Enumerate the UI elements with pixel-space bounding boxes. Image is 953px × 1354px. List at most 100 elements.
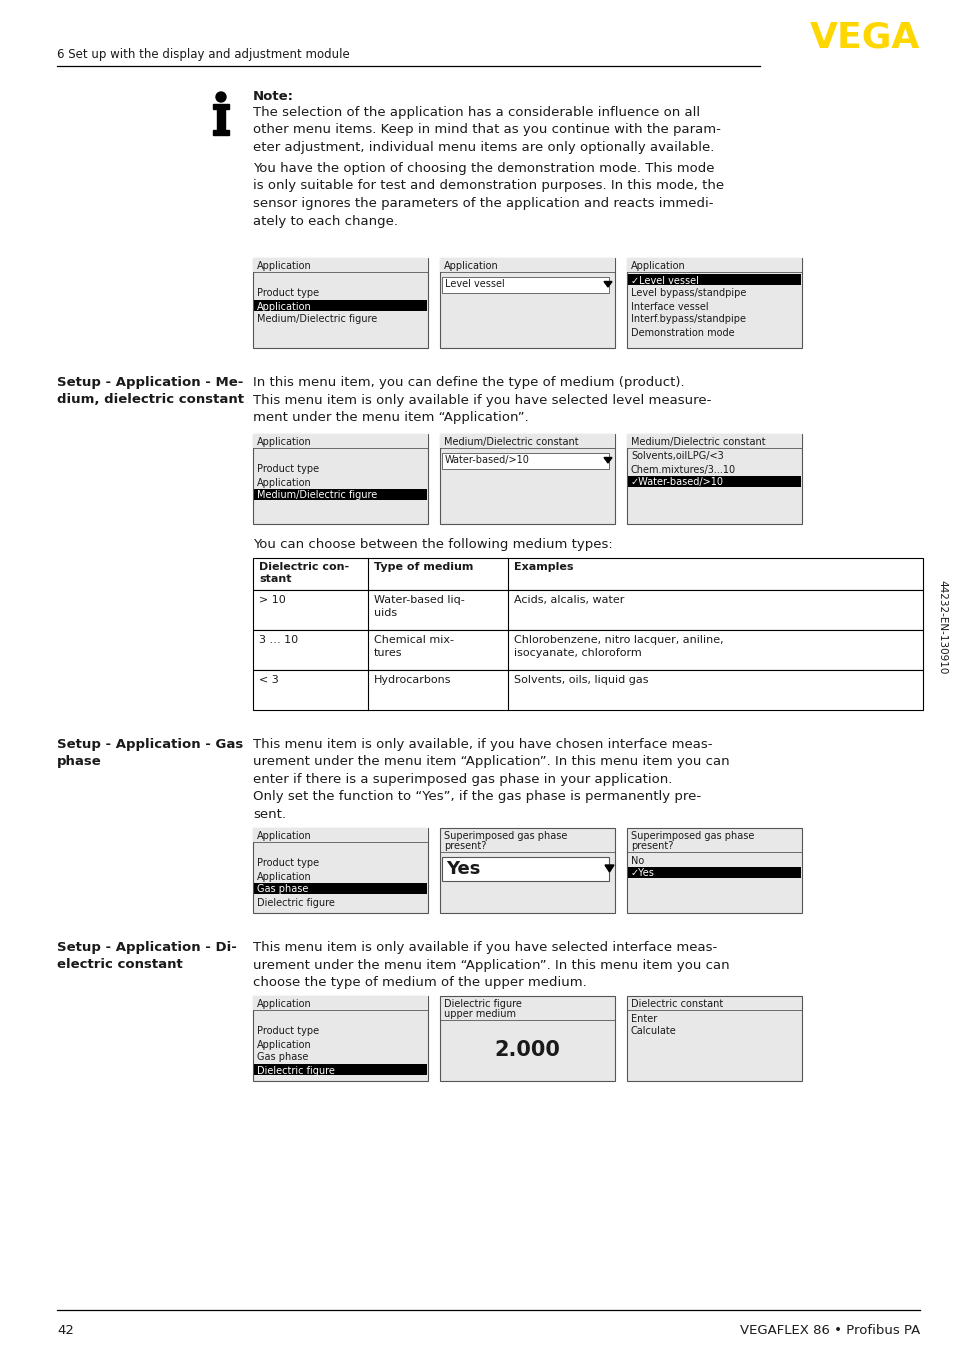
- Bar: [626, 435, 801, 448]
- Text: Demonstration mode: Demonstration mode: [630, 328, 734, 337]
- Bar: [213, 130, 229, 135]
- Text: Acids, alcalis, water: Acids, alcalis, water: [514, 594, 623, 605]
- Bar: [627, 274, 801, 284]
- Bar: [627, 477, 801, 487]
- Bar: [253, 1064, 427, 1075]
- Bar: [439, 259, 615, 348]
- Text: Level bypass/standpipe: Level bypass/standpipe: [630, 288, 745, 298]
- Text: In this menu item, you can define the type of medium (product).: In this menu item, you can define the ty…: [253, 376, 684, 389]
- Text: VEGA: VEGA: [809, 22, 919, 56]
- Circle shape: [215, 92, 226, 102]
- Text: Chem.mixtures/3...10: Chem.mixtures/3...10: [630, 464, 736, 474]
- Bar: [627, 867, 801, 877]
- Text: Application: Application: [256, 261, 312, 271]
- Text: 3 … 10: 3 … 10: [258, 635, 297, 645]
- Text: Solvents, oils, liquid gas: Solvents, oils, liquid gas: [514, 676, 648, 685]
- Text: Enter: Enter: [630, 1014, 657, 1024]
- Text: Dielectric figure: Dielectric figure: [443, 999, 521, 1009]
- Text: Medium/Dielectric figure: Medium/Dielectric figure: [256, 490, 376, 501]
- Text: You can choose between the following medium types:: You can choose between the following med…: [253, 538, 612, 551]
- Bar: [439, 435, 615, 448]
- Text: > 10: > 10: [258, 594, 286, 605]
- Text: Yes: Yes: [446, 860, 480, 877]
- Text: Setup - Application - Di-
electric constant: Setup - Application - Di- electric const…: [57, 941, 236, 971]
- Bar: [253, 997, 428, 1010]
- Text: Dielectric figure: Dielectric figure: [256, 1066, 335, 1075]
- Text: Note:: Note:: [253, 89, 294, 103]
- Text: Water-based liq-
uids: Water-based liq- uids: [374, 594, 464, 617]
- Text: Gas phase: Gas phase: [256, 1052, 308, 1063]
- Text: 2.000: 2.000: [494, 1040, 559, 1060]
- Text: Product type: Product type: [256, 288, 319, 298]
- Text: Only set the function to “Yes”, if the gas phase is permanently pre-
sent.: Only set the function to “Yes”, if the g…: [253, 789, 700, 821]
- Bar: [441, 857, 608, 881]
- Bar: [441, 278, 608, 292]
- Text: ✓Water-based/>10: ✓Water-based/>10: [630, 478, 723, 487]
- Text: Interf.bypass/standpipe: Interf.bypass/standpipe: [630, 314, 745, 325]
- Bar: [213, 104, 229, 110]
- Text: present?: present?: [630, 841, 673, 852]
- Bar: [626, 259, 801, 272]
- Bar: [626, 997, 801, 1080]
- Bar: [253, 259, 428, 348]
- Text: This menu item is only available, if you have chosen interface meas-
urement und: This menu item is only available, if you…: [253, 738, 729, 787]
- Text: Application: Application: [256, 1040, 312, 1049]
- Bar: [253, 829, 428, 913]
- Text: Gas phase: Gas phase: [256, 884, 308, 895]
- Text: Superimposed gas phase: Superimposed gas phase: [443, 831, 567, 841]
- Polygon shape: [603, 282, 612, 287]
- Text: Application: Application: [256, 872, 312, 881]
- Text: VEGAFLEX 86 • Profibus PA: VEGAFLEX 86 • Profibus PA: [739, 1324, 919, 1336]
- Text: upper medium: upper medium: [443, 1009, 516, 1020]
- Text: Application: Application: [630, 261, 685, 271]
- Bar: [253, 435, 428, 524]
- Bar: [253, 883, 427, 894]
- Text: Dielectric con-
stant: Dielectric con- stant: [258, 562, 349, 585]
- Text: Application: Application: [443, 261, 498, 271]
- Text: ✓Yes: ✓Yes: [630, 868, 654, 879]
- Text: This menu item is only available if you have selected interface meas-
urement un: This menu item is only available if you …: [253, 941, 729, 988]
- Text: Setup - Application - Gas
phase: Setup - Application - Gas phase: [57, 738, 243, 768]
- Text: 6 Set up with the display and adjustment module: 6 Set up with the display and adjustment…: [57, 47, 350, 61]
- Text: This menu item is only available if you have selected level measure-
ment under : This menu item is only available if you …: [253, 394, 711, 425]
- Text: 42: 42: [57, 1324, 73, 1336]
- Text: No: No: [630, 856, 643, 865]
- Text: Water-based/>10: Water-based/>10: [444, 455, 529, 464]
- Text: Application: Application: [256, 831, 312, 841]
- Text: Setup - Application - Me-
dium, dielectric constant: Setup - Application - Me- dium, dielectr…: [57, 376, 244, 406]
- Text: Type of medium: Type of medium: [374, 562, 473, 571]
- Bar: [253, 489, 427, 500]
- Text: Product type: Product type: [256, 1026, 319, 1037]
- Text: Medium/Dielectric constant: Medium/Dielectric constant: [443, 437, 578, 447]
- Bar: [253, 670, 923, 709]
- Text: Superimposed gas phase: Superimposed gas phase: [630, 831, 754, 841]
- Bar: [253, 558, 923, 590]
- Text: Calculate: Calculate: [630, 1026, 676, 1037]
- Text: Application: Application: [256, 999, 312, 1009]
- Text: Product type: Product type: [256, 464, 319, 474]
- Bar: [439, 997, 615, 1080]
- Bar: [439, 435, 615, 524]
- Bar: [253, 630, 923, 670]
- Bar: [253, 590, 923, 630]
- Bar: [253, 435, 428, 448]
- Text: Chlorobenzene, nitro lacquer, aniline,
isocyanate, chloroform: Chlorobenzene, nitro lacquer, aniline, i…: [514, 635, 723, 658]
- Bar: [253, 259, 428, 272]
- Bar: [626, 435, 801, 524]
- Text: present?: present?: [443, 841, 486, 852]
- Text: Application: Application: [256, 302, 312, 311]
- Text: Dielectric constant: Dielectric constant: [630, 999, 722, 1009]
- Text: Medium/Dielectric figure: Medium/Dielectric figure: [256, 314, 376, 325]
- Text: ✓Level vessel: ✓Level vessel: [630, 275, 699, 286]
- Bar: [439, 829, 615, 913]
- Text: Dielectric figure: Dielectric figure: [256, 898, 335, 907]
- Text: < 3: < 3: [258, 676, 278, 685]
- Bar: [216, 107, 225, 131]
- Bar: [253, 301, 427, 311]
- Bar: [626, 259, 801, 348]
- Text: Hydrocarbons: Hydrocarbons: [374, 676, 451, 685]
- Text: Interface vessel: Interface vessel: [630, 302, 708, 311]
- Polygon shape: [604, 865, 614, 872]
- Text: Medium/Dielectric constant: Medium/Dielectric constant: [630, 437, 765, 447]
- Text: Chemical mix-
tures: Chemical mix- tures: [374, 635, 454, 658]
